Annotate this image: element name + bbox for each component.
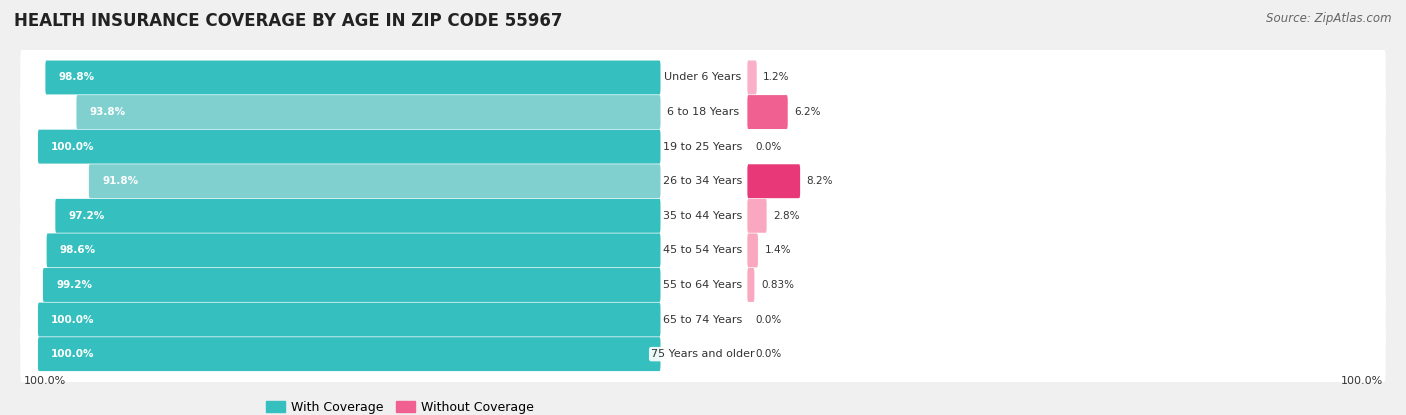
FancyBboxPatch shape [38,130,661,164]
FancyBboxPatch shape [20,149,1386,213]
FancyBboxPatch shape [748,95,787,129]
FancyBboxPatch shape [20,288,1386,352]
FancyBboxPatch shape [20,253,1386,317]
Text: 0.0%: 0.0% [756,349,782,359]
Text: 100.0%: 100.0% [51,142,94,151]
FancyBboxPatch shape [44,268,661,302]
Text: Under 6 Years: Under 6 Years [665,73,741,83]
FancyBboxPatch shape [55,199,661,233]
FancyBboxPatch shape [46,233,661,267]
Text: 19 to 25 Years: 19 to 25 Years [664,142,742,151]
FancyBboxPatch shape [20,80,1386,144]
FancyBboxPatch shape [748,61,756,95]
Text: 0.83%: 0.83% [761,280,794,290]
FancyBboxPatch shape [20,322,1386,386]
FancyBboxPatch shape [45,61,661,95]
Text: 45 to 54 Years: 45 to 54 Years [664,245,742,255]
Text: 26 to 34 Years: 26 to 34 Years [664,176,742,186]
Text: 6.2%: 6.2% [794,107,821,117]
Text: 100.0%: 100.0% [51,349,94,359]
Text: HEALTH INSURANCE COVERAGE BY AGE IN ZIP CODE 55967: HEALTH INSURANCE COVERAGE BY AGE IN ZIP … [14,12,562,30]
FancyBboxPatch shape [89,164,661,198]
Text: Source: ZipAtlas.com: Source: ZipAtlas.com [1267,12,1392,25]
Text: 100.0%: 100.0% [51,315,94,325]
Text: 98.6%: 98.6% [60,245,96,255]
FancyBboxPatch shape [748,268,755,302]
Text: 99.2%: 99.2% [56,280,93,290]
FancyBboxPatch shape [76,95,661,129]
Text: 35 to 44 Years: 35 to 44 Years [664,211,742,221]
Text: 65 to 74 Years: 65 to 74 Years [664,315,742,325]
Text: 100.0%: 100.0% [24,376,66,386]
Text: 100.0%: 100.0% [1340,376,1382,386]
Text: 8.2%: 8.2% [807,176,834,186]
FancyBboxPatch shape [20,184,1386,248]
FancyBboxPatch shape [748,199,766,233]
FancyBboxPatch shape [20,219,1386,282]
Text: 1.4%: 1.4% [765,245,792,255]
FancyBboxPatch shape [38,303,661,337]
Text: 6 to 18 Years: 6 to 18 Years [666,107,740,117]
Text: 97.2%: 97.2% [69,211,105,221]
Text: 55 to 64 Years: 55 to 64 Years [664,280,742,290]
Text: 2.8%: 2.8% [773,211,800,221]
Text: 1.2%: 1.2% [763,73,790,83]
Text: 98.8%: 98.8% [59,73,94,83]
FancyBboxPatch shape [748,233,758,267]
FancyBboxPatch shape [20,46,1386,109]
Text: 75 Years and older: 75 Years and older [651,349,755,359]
FancyBboxPatch shape [38,337,661,371]
FancyBboxPatch shape [748,164,800,198]
Text: 91.8%: 91.8% [103,176,138,186]
Legend: With Coverage, Without Coverage: With Coverage, Without Coverage [262,396,538,415]
FancyBboxPatch shape [20,115,1386,178]
Text: 0.0%: 0.0% [756,315,782,325]
Text: 93.8%: 93.8% [90,107,127,117]
Text: 0.0%: 0.0% [756,142,782,151]
